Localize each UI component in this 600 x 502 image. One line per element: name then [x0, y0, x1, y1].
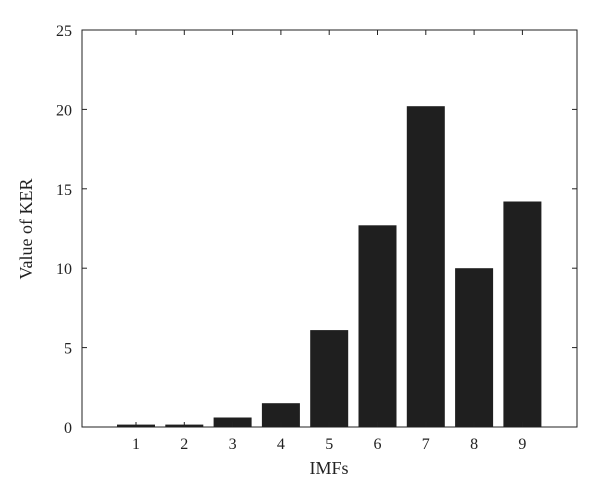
x-tick-label-9: 9 — [518, 436, 526, 453]
y-tick-label-0: 0 — [64, 420, 72, 437]
x-tick-label-7: 7 — [422, 436, 430, 453]
bar-8 — [455, 268, 494, 427]
x-tick-label-1: 1 — [132, 436, 140, 453]
y-tick-label-20: 20 — [56, 102, 72, 119]
y-tick-label-5: 5 — [64, 341, 72, 358]
y-tick-label-25: 25 — [56, 23, 72, 40]
y-tick-label-15: 15 — [56, 182, 72, 199]
x-tick-label-8: 8 — [470, 436, 478, 453]
bar-7 — [406, 106, 445, 427]
bars-group — [117, 106, 542, 427]
bar-4 — [261, 403, 300, 427]
x-tick-label-5: 5 — [325, 436, 333, 453]
y-axis-label: Value of KER — [16, 179, 36, 280]
x-axis-label: IMFs — [309, 458, 348, 478]
x-tick-label-6: 6 — [374, 436, 382, 453]
x-tick-label-2: 2 — [180, 436, 188, 453]
y-ticks-group: 0 5 10 15 20 25 — [56, 23, 577, 437]
bar-5 — [310, 330, 349, 427]
bar-6 — [358, 225, 397, 427]
x-tick-label-4: 4 — [277, 436, 285, 453]
bar-9 — [503, 201, 542, 427]
x-tick-label-3: 3 — [229, 436, 237, 453]
x-ticks-group: 1 2 3 4 5 6 7 8 9 — [132, 30, 526, 453]
y-tick-label-10: 10 — [56, 261, 72, 278]
